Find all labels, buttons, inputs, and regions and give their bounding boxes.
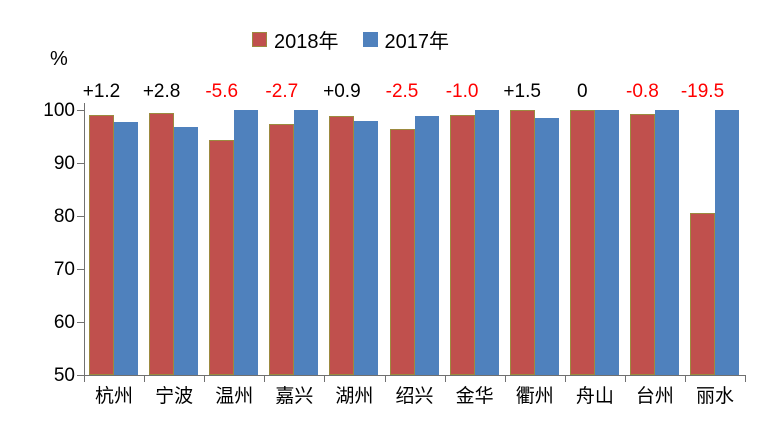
x-category-label-台州: 台州 <box>635 386 674 407</box>
diff-label-绍兴: -2.5 <box>385 81 419 102</box>
bar-2018-舟山 <box>569 110 595 375</box>
x-tick <box>264 375 266 382</box>
y-tick <box>77 375 84 376</box>
bar-2017-嘉兴 <box>294 110 319 375</box>
x-tick <box>384 375 386 382</box>
x-axis-line <box>83 375 747 376</box>
diff-label-宁波: +2.8 <box>142 81 181 102</box>
bar-2018-宁波 <box>149 112 175 375</box>
x-category-label-宁波: 宁波 <box>155 386 194 407</box>
legend-label: 2017年 <box>384 31 450 53</box>
x-category-label-金华: 金华 <box>455 386 494 407</box>
bar-2017-舟山 <box>594 110 619 375</box>
legend-item-2017年: 2017年 <box>362 25 450 54</box>
y-tick-label: 100 <box>43 100 75 121</box>
diff-label-丽水: -19.5 <box>680 81 725 102</box>
diff-label-温州: -5.6 <box>205 81 239 102</box>
y-tick <box>77 163 84 164</box>
bar-2018-嘉兴 <box>269 124 295 375</box>
bar-2017-台州 <box>654 110 679 375</box>
y-tick <box>77 216 84 217</box>
bar-2017-杭州 <box>114 121 138 375</box>
diff-label-舟山: 0 <box>577 81 588 102</box>
x-category-label-丽水: 丽水 <box>696 386 735 407</box>
x-tick <box>745 375 747 382</box>
bar-2018-金华 <box>449 115 475 375</box>
x-category-label-绍兴: 绍兴 <box>395 386 434 407</box>
diff-label-台州: -0.8 <box>626 81 659 102</box>
y-tick-label: 50 <box>53 365 75 386</box>
x-category-label-舟山: 舟山 <box>575 386 614 407</box>
y-tick-label: 70 <box>53 259 75 280</box>
x-tick <box>624 375 626 382</box>
x-tick <box>685 375 686 382</box>
x-tick <box>564 375 566 382</box>
x-category-label-杭州: 杭州 <box>95 386 134 407</box>
diff-label-金华: -1.0 <box>445 81 479 102</box>
legend-item-2018年: 2018年 <box>252 25 339 54</box>
bar-2018-杭州 <box>89 115 114 375</box>
diff-label-衢州: +1.5 <box>503 81 541 102</box>
y-tick <box>77 322 84 323</box>
bar-2017-宁波 <box>174 127 199 375</box>
diff-label-嘉兴: -2.7 <box>265 81 299 102</box>
x-category-label-湖州: 湖州 <box>335 386 374 407</box>
y-tick-label: 90 <box>53 153 75 174</box>
x-tick <box>144 375 146 382</box>
bar-2018-台州 <box>629 114 655 375</box>
bar-2018-湖州 <box>329 116 355 375</box>
y-tick-label: 60 <box>53 312 75 333</box>
bar-2017-丽水 <box>715 110 739 375</box>
y-tick <box>77 110 84 111</box>
x-tick <box>84 375 85 382</box>
y-tick-label: 80 <box>53 206 75 227</box>
diff-label-湖州: +0.9 <box>323 81 361 102</box>
bar-2018-衢州 <box>509 110 535 375</box>
x-tick <box>444 375 446 382</box>
x-category-label-温州: 温州 <box>215 386 254 407</box>
y-axis-unit-label: % <box>50 48 68 70</box>
bar-2018-丽水 <box>690 213 715 375</box>
legend-swatch-icon <box>362 32 378 47</box>
bar-2018-温州 <box>209 139 235 375</box>
bar-2018-绍兴 <box>389 129 415 375</box>
bar-2017-绍兴 <box>414 115 439 375</box>
legend: 2018年 2017年 <box>252 25 449 54</box>
y-axis-line <box>84 103 85 376</box>
legend-label: 2018年 <box>274 31 339 53</box>
x-category-label-嘉兴: 嘉兴 <box>275 386 314 407</box>
x-tick <box>324 375 326 382</box>
bar-2017-衢州 <box>534 117 559 375</box>
x-tick <box>504 375 506 382</box>
x-category-label-衢州: 衢州 <box>515 386 554 407</box>
bar-2017-金华 <box>474 110 499 375</box>
x-tick <box>204 375 206 382</box>
bar-2017-温州 <box>234 110 259 375</box>
y-tick <box>77 269 84 270</box>
diff-label-杭州: +1.2 <box>82 81 121 102</box>
legend-swatch-icon <box>252 32 267 47</box>
bar-2017-湖州 <box>354 121 379 375</box>
